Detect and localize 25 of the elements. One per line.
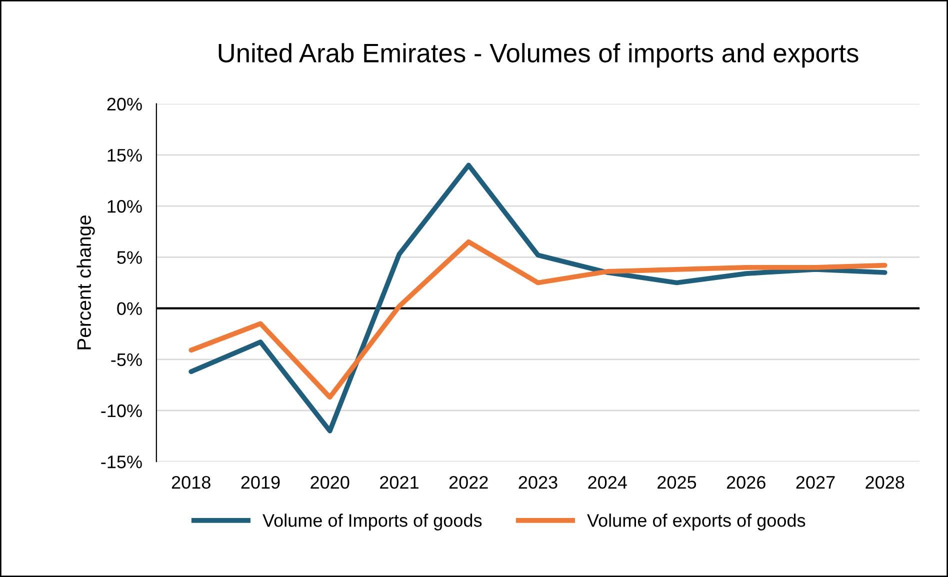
y-tick-label: -10% (101, 404, 142, 418)
x-tick-label: 2023 (518, 476, 558, 489)
x-tick-label: 2021 (380, 476, 418, 489)
x-tick-label: 2022 (449, 476, 488, 489)
legend-label: Volume of Imports of goods (262, 514, 482, 530)
x-tick-label: 2024 (588, 476, 627, 489)
x-tick-label: 2026 (726, 476, 766, 489)
line-series (188, 239, 888, 400)
y-tick-label: 10% (108, 200, 142, 213)
x-tick-label: 2028 (866, 476, 904, 489)
line-series (188, 162, 888, 434)
y-tick-label: -15% (101, 456, 142, 468)
x-tick-label: 2020 (310, 476, 350, 489)
x-tick-label: 2019 (241, 476, 280, 489)
x-tick-label: 2027 (796, 476, 835, 489)
y-tick-label: 15% (108, 148, 142, 162)
y-tick-label: 0% (117, 302, 142, 316)
y-tick-label: 20% (107, 98, 142, 111)
x-tick-label: 2025 (658, 476, 696, 489)
x-tick-label: 2018 (172, 476, 210, 489)
y-tick-label: 5% (117, 251, 142, 264)
y-tick-label: -5% (111, 353, 142, 366)
chart-title: United Arab Emirates - Volumes of imports and exports (218, 43, 858, 68)
y-axis-title: Percent change (76, 215, 95, 350)
legend-label: Volume of exports of goods (587, 514, 806, 530)
